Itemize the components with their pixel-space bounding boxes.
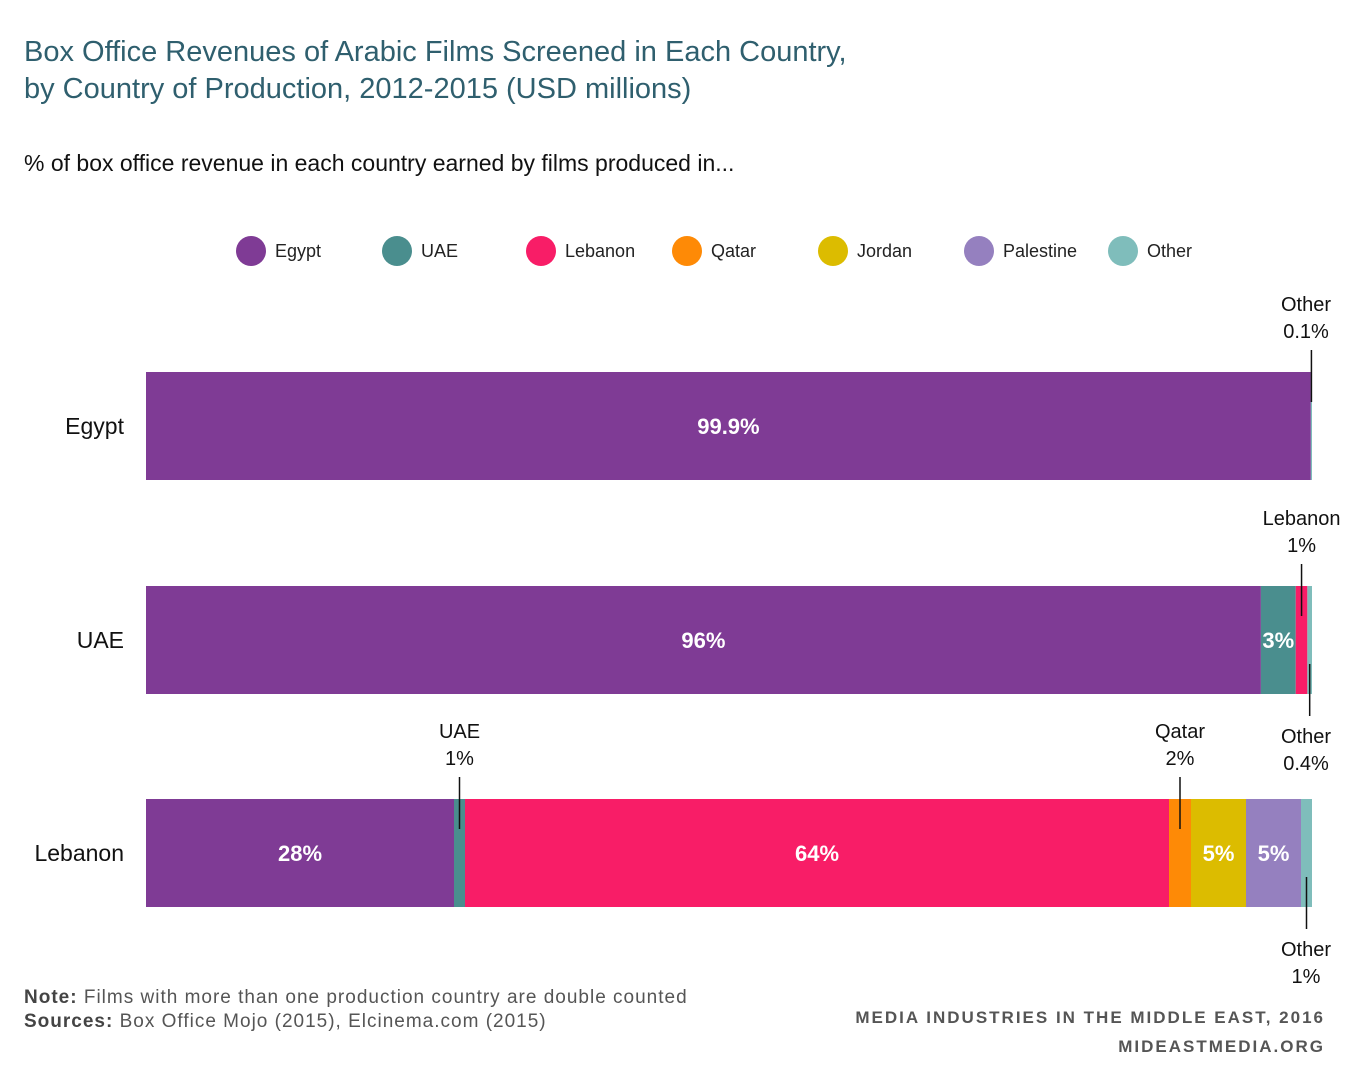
data-label-lebanon-jordan: 5% [1203,841,1235,866]
data-label-lebanon-lebanon: 64% [795,841,839,866]
data-label-uae-uae: 3% [1262,628,1294,653]
legend-label-qatar: Qatar [711,240,757,261]
callout-uae-lebanon-value: 1% [1287,535,1316,557]
legend-swatch-palestine [964,236,994,266]
data-label-uae-egypt: 96% [681,628,725,653]
data-label-lebanon-palestine: 5% [1258,841,1290,866]
bar-segment-lebanon-other [1301,799,1312,907]
bar-segment-lebanon-uae [454,799,465,907]
legend-item-qatar: Qatar [672,232,756,270]
bar-segment-egypt-egypt [146,372,1311,480]
callout-egypt-other-value: 0.1% [1283,321,1329,343]
callout-uae-lebanon-name: Lebanon [1263,508,1341,530]
callout-lebanon-other-value: 1% [1292,966,1321,988]
legend-swatch-egypt [236,236,266,266]
legend-swatch-jordan [818,236,848,266]
callout-lebanon-uae-value: 1% [445,748,474,770]
title-line-2: by Country of Production, 2012-2015 (USD… [24,73,692,105]
legend-item-uae: UAE [382,232,458,270]
legend-swatch-uae [382,236,412,266]
callout-uae-other-name: Other [1281,726,1331,748]
legend-item-jordan: Jordan [818,232,912,270]
bar-segment-uae-other [1307,586,1312,694]
bar-segment-lebanon-qatar [1169,799,1191,907]
data-label-egypt-egypt: 99.9% [697,414,759,439]
category-label-uae: UAE [77,627,124,653]
footnote: Note: Films with more than one productio… [24,986,724,1034]
bar-segment-egypt-other [1310,372,1312,480]
bar-segment-uae-lebanon [1295,586,1308,694]
legend-label-other: Other [1147,240,1193,261]
legend-label-lebanon: Lebanon [565,240,636,261]
note-text: Films with more than one production coun… [77,987,688,1008]
callout-lebanon-qatar-value: 2% [1166,748,1195,770]
legend-label-egypt: Egypt [275,240,322,261]
legend-label-jordan: Jordan [857,240,913,261]
category-label-egypt: Egypt [65,413,124,439]
legend-item-palestine: Palestine [964,232,1077,270]
legend-label-uae: UAE [421,240,459,261]
bar-segment-lebanon-jordan [1191,799,1246,907]
sources-label: Sources: [24,1011,114,1032]
chart-subtitle: % of box office revenue in each country … [24,150,735,176]
title-line-1: Box Office Revenues of Arabic Films Scre… [24,36,847,68]
callout-lebanon-other-name: Other [1281,939,1331,961]
credit-line-2: MIDEASTMEDIA.ORG [1118,1037,1325,1056]
chart-title: Box Office Revenues of Arabic Films Scre… [24,34,1024,108]
credit: MEDIA INDUSTRIES IN THE MIDDLE EAST, 201… [855,1003,1325,1061]
chart-legend: Egypt UAE Lebanon Qatar Jordan Palestine Other [0,232,1351,272]
legend-swatch-lebanon [526,236,556,266]
legend-item-egypt: Egypt [236,232,321,270]
legend-item-lebanon: Lebanon [526,232,635,270]
bar-segment-lebanon-lebanon [465,799,1169,907]
callout-uae-other-value: 0.4% [1283,753,1329,775]
bar-segment-uae-egypt [146,586,1261,694]
bar-segment-uae-uae [1260,586,1296,694]
callout-egypt-other-name: Other [1281,294,1331,316]
bar-segment-lebanon-palestine [1246,799,1301,907]
data-label-lebanon-egypt: 28% [278,841,322,866]
note-label: Note: [24,987,78,1008]
legend-item-other: Other [1108,232,1192,270]
sources-text: Box Office Mojo (2015), Elcinema.com (20… [113,1011,547,1032]
callout-lebanon-uae-name: UAE [439,721,480,743]
legend-label-palestine: Palestine [1003,240,1078,261]
credit-line-1: MEDIA INDUSTRIES IN THE MIDDLE EAST, 201… [855,1008,1325,1027]
category-label-lebanon: Lebanon [34,840,124,866]
legend-swatch-qatar [672,236,702,266]
bar-segment-lebanon-egypt [146,799,454,907]
callout-lebanon-qatar-name: Qatar [1155,721,1205,743]
legend-swatch-other [1108,236,1138,266]
